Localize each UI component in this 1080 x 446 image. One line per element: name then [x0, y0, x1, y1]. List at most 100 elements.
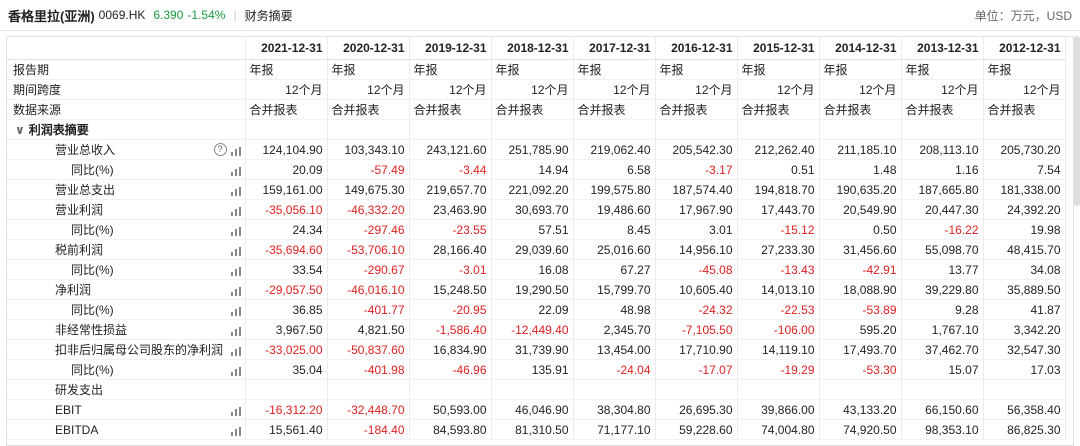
- cell: 12个月: [245, 79, 328, 100]
- cell: 17.03: [983, 359, 1066, 380]
- table-row: 同比(%) 24.34 -297.46 -23.55 57.51 8.45 3.01 -15.…: [7, 219, 1066, 240]
- cell: 219,657.70: [409, 179, 492, 200]
- label-text: 营业利润: [55, 203, 104, 217]
- table-wrap: 2021-12-31 2020-12-31 2019-12-31 2018-12-31…: [6, 36, 1074, 446]
- cell: -42.91: [819, 259, 902, 280]
- empty-cell: [245, 379, 328, 400]
- table-row: 营业总支出 159,161.00 149,675.30 219,657.70 221,0…: [7, 179, 1066, 200]
- chart-icon[interactable]: [230, 165, 241, 179]
- table-row: 数据来源 合并报表 合并报表 合并报表 合并报表 合并报表 合并报表 合并报表 合并报表 合并报表…: [7, 99, 1066, 120]
- row-label: 同比(%): [7, 259, 246, 280]
- chart-icon[interactable]: [230, 365, 241, 379]
- chart-icon[interactable]: [230, 405, 241, 419]
- cell: 13.77: [901, 259, 984, 280]
- cell: 46,046.90: [491, 399, 574, 420]
- table-row: 净利润 -29,057.50 -46,016.10 15,248.50 19,290.5…: [7, 279, 1066, 300]
- empty-cell: [409, 379, 492, 400]
- info-icon[interactable]: ?: [213, 143, 227, 156]
- cell: 149,675.30: [327, 179, 410, 200]
- cell: 20,549.90: [819, 199, 902, 220]
- empty-cell: [737, 379, 820, 400]
- cell: 合并报表: [245, 99, 328, 120]
- cell: 48.98: [573, 299, 656, 320]
- empty-cell: [737, 119, 820, 140]
- cell: 12个月: [901, 79, 984, 100]
- empty-cell: [819, 119, 902, 140]
- chart-icon[interactable]: [230, 345, 241, 359]
- table-row: EBIT -16,312.20 -32,448.70 50,593.00 46,046.…: [7, 399, 1066, 420]
- chart-icon[interactable]: [230, 325, 241, 339]
- cell: -19.29: [737, 359, 820, 380]
- table-row: 营业总收入? 124,104.90 103,343.10 243,121.60 251,…: [7, 139, 1066, 160]
- chart-icon[interactable]: [230, 225, 241, 239]
- chart-icon[interactable]: [230, 205, 241, 219]
- header-bar: 香格里拉(亚洲) 0069.HK 6.390 -1.54% | 财务摘要 单位：…: [0, 0, 1080, 31]
- chart-icon[interactable]: [230, 305, 241, 319]
- cell: 159,161.00: [245, 179, 328, 200]
- cell: 年报: [491, 59, 574, 80]
- cell: 15,799.70: [573, 279, 656, 300]
- cell: 8.45: [573, 219, 656, 240]
- cell: 31,456.60: [819, 239, 902, 260]
- cell: 74,004.80: [737, 419, 820, 440]
- empty-cell: [327, 379, 410, 400]
- cell: 3,967.50: [245, 319, 328, 340]
- scrollbar[interactable]: [1074, 36, 1080, 206]
- cell: -53.89: [819, 299, 902, 320]
- cell: 17,443.70: [737, 199, 820, 220]
- empty-cell: [573, 379, 656, 400]
- empty-cell: [327, 119, 410, 140]
- cell: 86,825.30: [983, 419, 1066, 440]
- cell: -15.12: [737, 219, 820, 240]
- cell: 12个月: [409, 79, 492, 100]
- chart-icon[interactable]: [230, 245, 241, 259]
- cell: 208,113.10: [901, 139, 984, 160]
- cell: 181,338.00: [983, 179, 1066, 200]
- cell: 251,785.90: [491, 139, 574, 160]
- cell: 12个月: [655, 79, 738, 100]
- cell: 35.04: [245, 359, 328, 380]
- cell: 29,039.60: [491, 239, 574, 260]
- row-label: 税前利润: [7, 239, 246, 260]
- cell: 0.51: [737, 159, 820, 180]
- chart-icon[interactable]: [230, 265, 241, 279]
- empty-cell: [491, 119, 574, 140]
- cell: 合并报表: [655, 99, 738, 120]
- empty-cell: [819, 379, 902, 400]
- cell: -17.07: [655, 359, 738, 380]
- table-row: 营业利润 -35,056.10 -46,332.20 23,463.90 30,693.…: [7, 199, 1066, 220]
- table-row: 同比(%) 33.54 -290.67 -3.01 16.08 67.27 -45.08 -1…: [7, 259, 1066, 280]
- cell: 30,693.70: [491, 199, 574, 220]
- chart-icon[interactable]: [230, 185, 241, 199]
- cell: 595.20: [819, 319, 902, 340]
- tab[interactable]: 财务摘要: [244, 8, 293, 23]
- cell: -33,025.00: [245, 339, 328, 360]
- label-text: 同比(%): [71, 223, 114, 237]
- unit: 单位：万元，USD: [974, 8, 1072, 23]
- cell: 2,345.70: [573, 319, 656, 340]
- cell: 17,967.90: [655, 199, 738, 220]
- label-text: 同比(%): [71, 363, 114, 377]
- cell: 7.54: [983, 159, 1066, 180]
- cell: -401.77: [327, 299, 410, 320]
- cell: 14.94: [491, 159, 574, 180]
- label-text: 同比(%): [71, 263, 114, 277]
- cell: -3.01: [409, 259, 492, 280]
- label-text: 净利润: [55, 283, 92, 297]
- chart-icon[interactable]: [230, 425, 241, 439]
- chart-icon[interactable]: [230, 285, 241, 299]
- row-label: 营业利润: [7, 199, 246, 220]
- cell: -57.49: [327, 159, 410, 180]
- column-header: 2016-12-31: [655, 37, 738, 60]
- row-label: 同比(%): [7, 359, 246, 380]
- chart-icon[interactable]: [230, 145, 241, 159]
- cell: 19.98: [983, 219, 1066, 240]
- cell: -46,016.10: [327, 279, 410, 300]
- cell: 合并报表: [983, 99, 1066, 120]
- cell: 28,166.40: [409, 239, 492, 260]
- cell: 年报: [901, 59, 984, 80]
- label-text: 同比(%): [71, 163, 114, 177]
- column-header: 2019-12-31: [409, 37, 492, 60]
- cell: 年报: [819, 59, 902, 80]
- cell: 年报: [737, 59, 820, 80]
